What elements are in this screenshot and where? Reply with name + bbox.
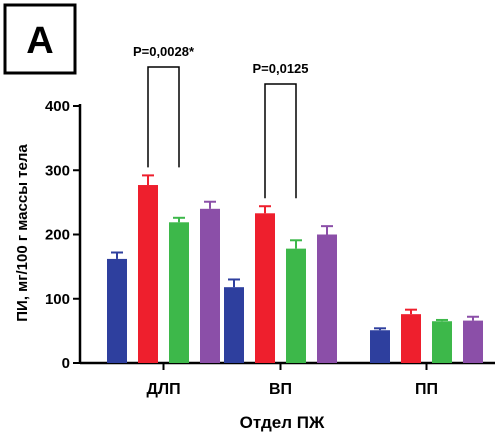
significance-bracket [147,66,180,168]
p-value-label: P=0,0028* [133,44,195,59]
bar [200,208,220,363]
bar [463,320,483,363]
p-value-label: P=0,0125 [252,61,308,76]
x-axis: ДЛП ВП ПП [80,361,495,398]
panel-label: A [26,20,53,62]
annotations: P=0,0028* P=0,0125 [133,44,309,199]
y-tick-label: 400 [45,98,70,115]
bar [255,213,275,363]
bar [317,234,337,363]
bar [432,321,452,363]
y-axis: 0 100 200 300 400 [45,98,82,372]
x-tick-label: ВП [269,381,292,398]
bar [370,330,390,363]
y-tick-label: 100 [45,291,70,308]
bar [107,258,127,363]
y-tick-label: 0 [62,355,70,372]
x-axis-title: Отдел ПЖ [240,413,325,432]
y-tick-label: 200 [45,227,70,244]
x-tick-label: ДЛП [146,381,180,398]
significance-bracket [264,83,297,199]
bar [286,248,306,363]
bar [224,287,244,363]
bars [107,174,483,363]
x-tick-label: ПП [415,381,438,398]
panel-label-box [3,3,77,75]
y-axis-title: ПИ, мг/100 г массы тела [14,144,31,322]
bar [401,314,421,363]
bar [138,185,158,363]
y-tick-label: 300 [45,162,70,179]
bar [169,222,189,363]
